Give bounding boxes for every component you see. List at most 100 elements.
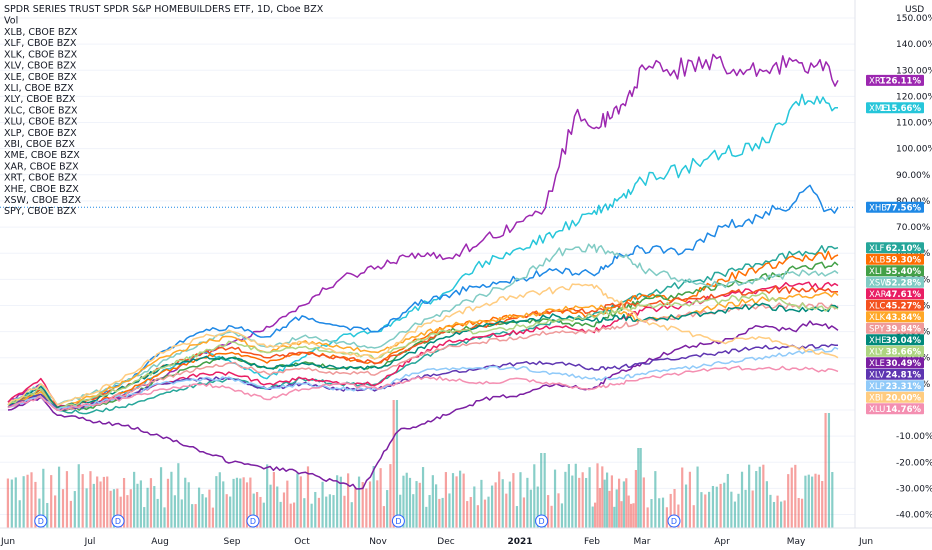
y-tick-label: 130.00% (896, 66, 932, 76)
volume-bar (6, 478, 9, 528)
volume-bar (790, 467, 793, 528)
volume-bar (435, 484, 438, 528)
dividend-marker: D (667, 514, 681, 528)
volume-bar (601, 466, 604, 528)
volume-bar (272, 471, 275, 528)
x-tick-label: Nov (369, 537, 387, 547)
volume-bar (543, 453, 546, 528)
series-line-xly (7, 291, 839, 411)
currency-label: USD (905, 5, 924, 15)
volume-bar (372, 466, 375, 528)
price-badge-value: 23.31% (886, 382, 922, 392)
legend-entry: XLE, CBOE BZX (4, 72, 77, 83)
price-badge-value: 14.76% (886, 405, 922, 415)
volume-bar (723, 482, 726, 528)
volume-bar (14, 477, 17, 528)
series-line-xlb (7, 250, 839, 409)
volume-bar (163, 507, 166, 528)
price-badge-bg (866, 74, 924, 86)
volume-bar (459, 470, 462, 528)
price-badge-ticker: XLU (869, 405, 885, 415)
price-badge-xli: XLI 55.40% (866, 265, 924, 277)
volume-bar (769, 494, 772, 528)
price-badge-bg (866, 276, 924, 288)
price-badge-value: 20.00% (886, 393, 922, 403)
price-badge-value: 47.61% (886, 290, 922, 300)
volume-bar (143, 507, 146, 528)
legend-entry: XHE, CBOE BZX (4, 184, 79, 195)
price-badge-xlp: XLP 23.31% (866, 380, 924, 392)
volume-bar (673, 488, 676, 528)
volume-bar (681, 467, 684, 528)
volume-bar (591, 506, 594, 528)
volume-bar (787, 474, 790, 528)
volume-bar (73, 491, 76, 528)
volume-bar (483, 499, 487, 528)
volume-bar (627, 495, 630, 528)
dividend-circle (391, 514, 405, 528)
volume-bar (574, 463, 577, 528)
volume-bar (567, 464, 570, 528)
price-badge-ticker: XLY (869, 347, 884, 357)
dividend-circle (246, 514, 260, 528)
price-badge-xly: XLY 38.66% (866, 345, 924, 357)
volume-bar (421, 467, 425, 528)
volume-bar (256, 492, 259, 528)
legend-entry: XBI, CBOE BZX (4, 139, 75, 150)
price-badge-xlu: XLU 14.76% (866, 403, 924, 415)
volume-bar (522, 497, 526, 528)
volume-bar (613, 506, 616, 528)
y-tick-label: -30.00% (896, 484, 932, 494)
volume-bar (418, 482, 421, 528)
volume-bar (490, 485, 494, 528)
volume-bar (827, 413, 831, 528)
volume-bar (578, 477, 581, 528)
volume-bar (654, 471, 657, 528)
volume-bar (480, 479, 483, 528)
volume-bar (336, 475, 339, 528)
volume-bar (22, 476, 25, 528)
volume-bar (661, 497, 665, 528)
price-badge-bg (866, 334, 924, 346)
volume-bar (149, 478, 153, 528)
x-tick-label: Dec (437, 537, 454, 547)
price-badge-ticker: XLF (869, 244, 885, 254)
volume-bar (156, 498, 159, 528)
price-badge-bg (866, 391, 924, 403)
volume-bar (425, 506, 428, 528)
volume-bar (379, 468, 382, 528)
volume-bar (310, 503, 313, 528)
chart-title: SPDR SERIES TRUST SPDR S&P HOMEBUILDERS … (4, 4, 324, 15)
series-line-xlk (7, 291, 839, 411)
volume-bar (296, 473, 299, 528)
price-badge-bg (866, 345, 924, 357)
dividend-label: D (250, 517, 256, 526)
y-tick-label: 90.00% (896, 171, 931, 181)
price-badge-xlc: XLC 45.27% (866, 299, 924, 311)
dividend-marker: D (246, 514, 260, 528)
volume-bar (765, 481, 768, 528)
volume-bar (553, 469, 557, 528)
volume-bar (487, 496, 490, 528)
volume-bar (696, 466, 699, 528)
volume-bar (704, 494, 707, 528)
volume-bar (386, 490, 389, 528)
price-badge-value: 77.56% (886, 204, 922, 214)
volume-bar (692, 505, 695, 528)
dividend-circle (111, 514, 125, 528)
legend-entry: XLV, CBOE BZX (4, 61, 77, 72)
price-badge-value: 62.10% (886, 244, 922, 254)
volume-bar (780, 501, 783, 528)
volume-bar (581, 472, 584, 528)
volume-bar (794, 464, 797, 528)
price-badge-value: 38.66% (886, 347, 922, 357)
volume-bar (232, 478, 235, 528)
dividend-circle (667, 514, 681, 528)
volume-bar (354, 487, 357, 528)
volume-bar (646, 507, 649, 528)
volume-bar (505, 493, 508, 528)
volume-bar (431, 475, 434, 528)
x-tick-label: May (787, 537, 806, 547)
legend-entry: SPY, CBOE BZX (4, 206, 77, 217)
volume-bar (508, 481, 511, 528)
